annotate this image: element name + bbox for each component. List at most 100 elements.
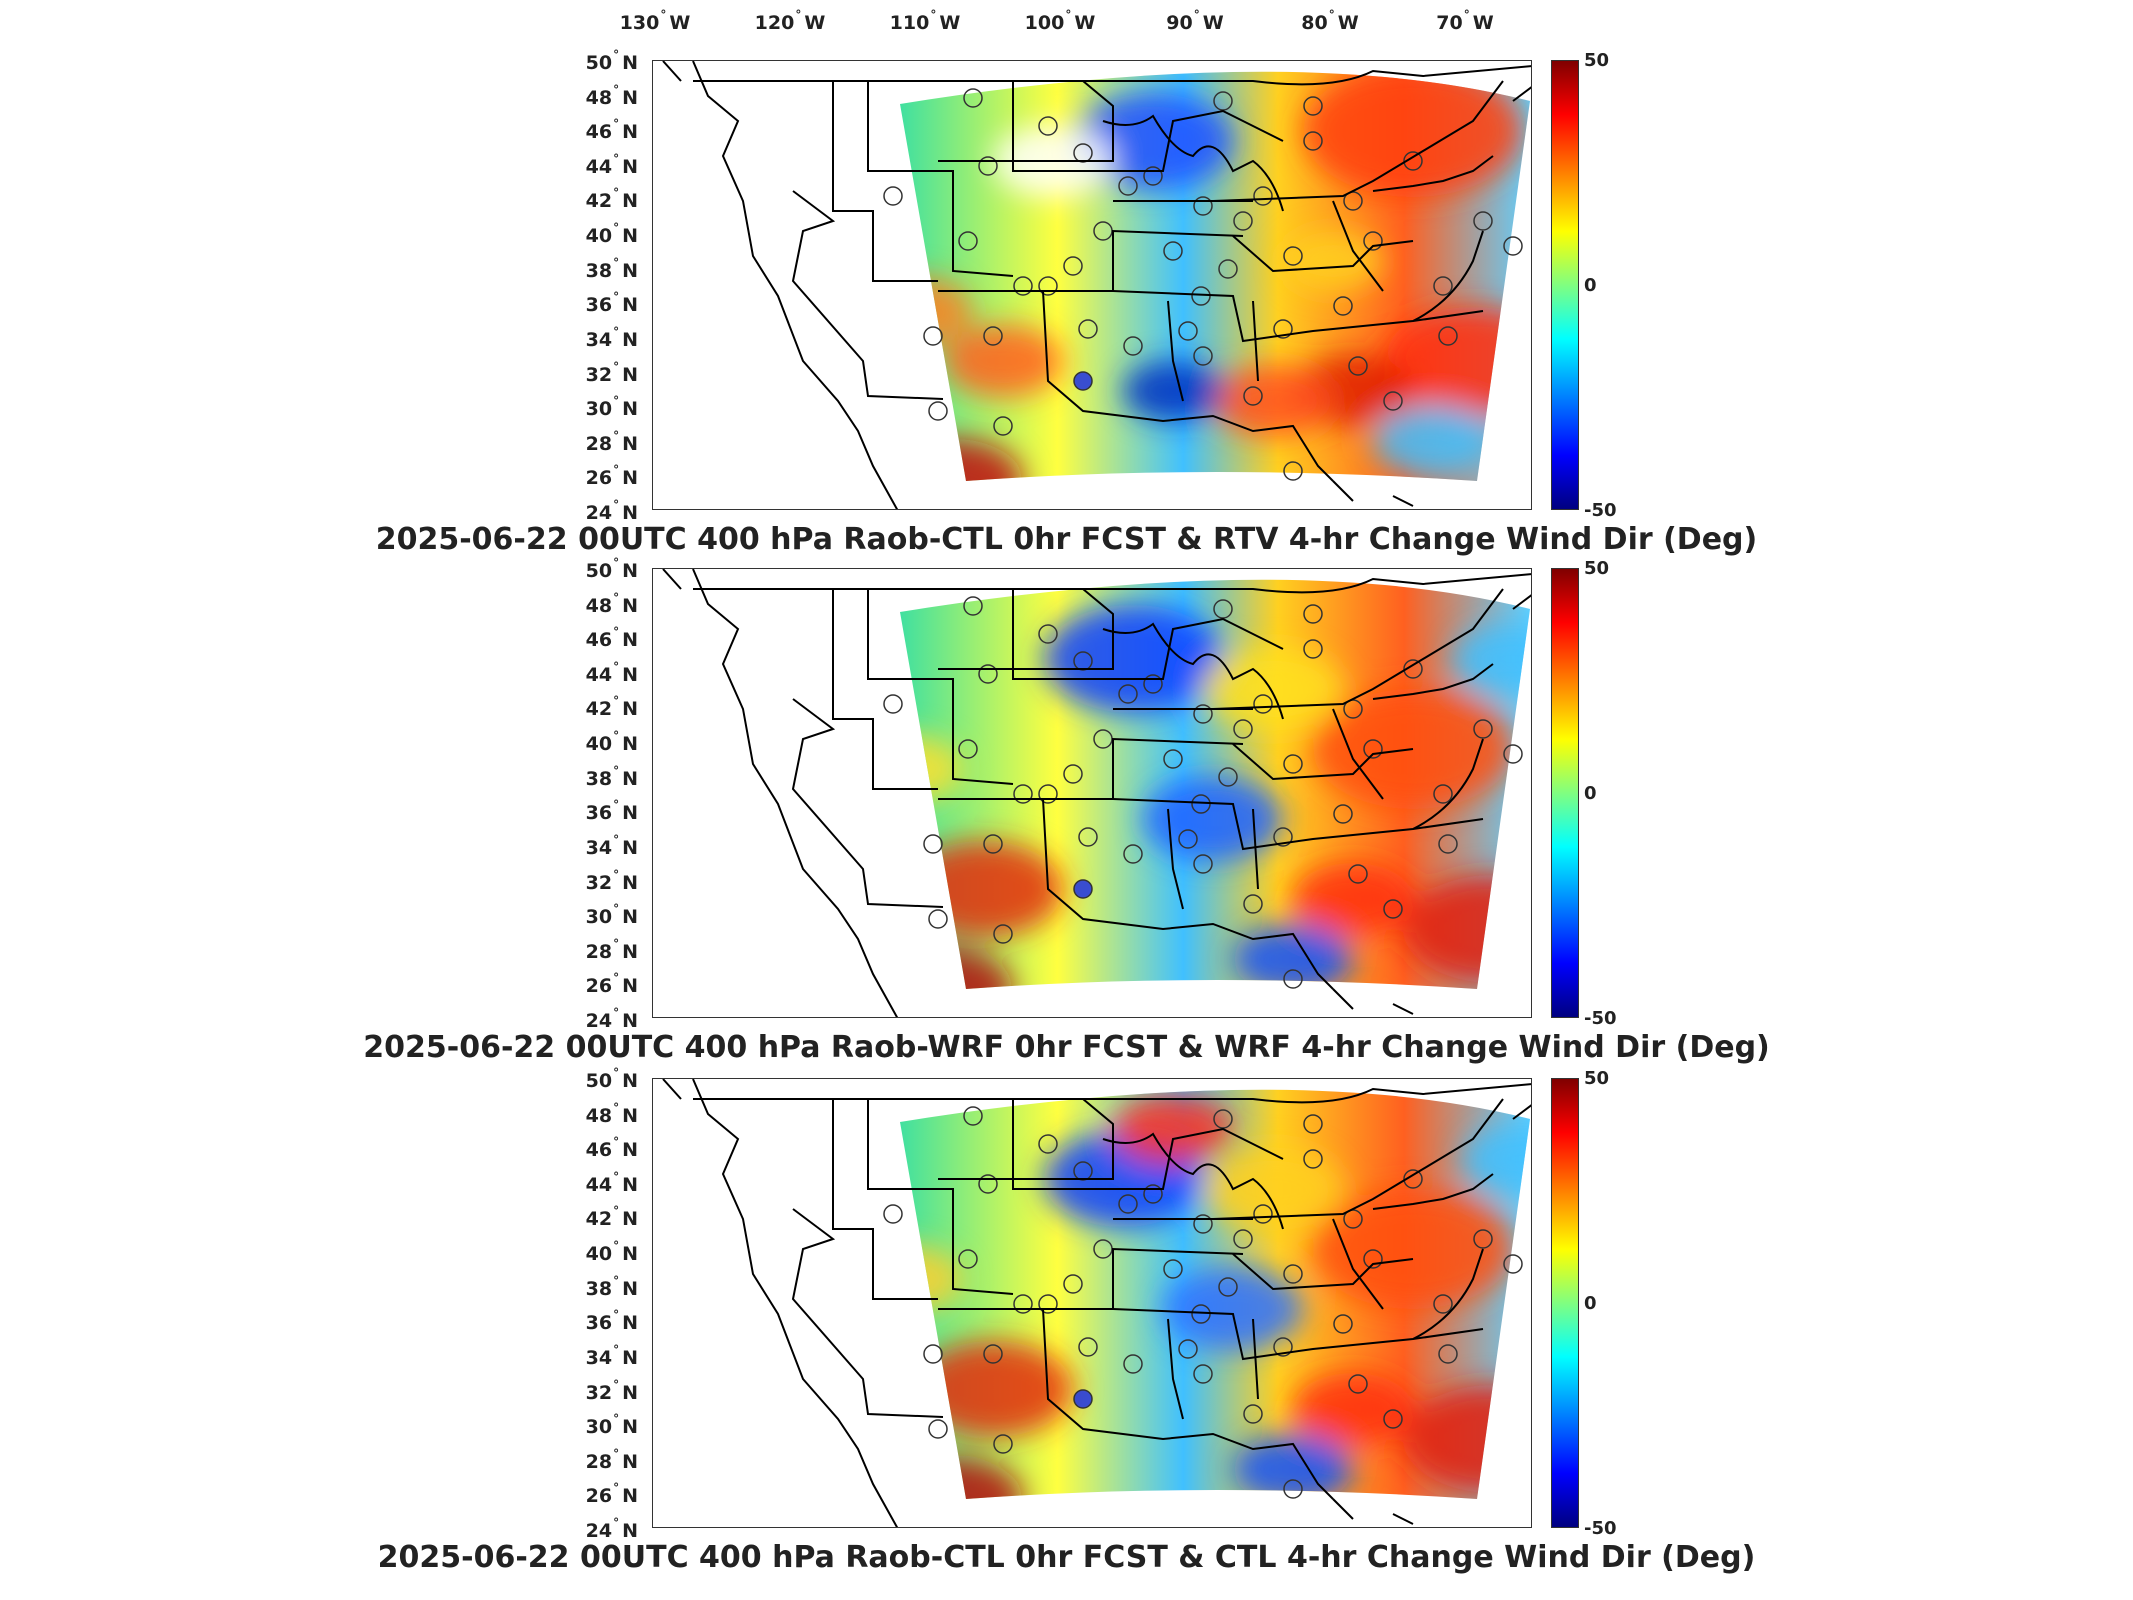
colorbar-max-label: 50 <box>1584 50 1610 71</box>
lat-label: 46° N <box>585 625 638 652</box>
field-patch <box>1203 647 1343 731</box>
lat-label: 48° N <box>585 1100 638 1127</box>
wind-direction-map <box>652 568 1532 1018</box>
station-marker <box>1038 1294 1058 1314</box>
lat-label: 28° N <box>585 1446 638 1473</box>
station-marker <box>1273 1337 1293 1357</box>
field-patch <box>1043 605 1223 713</box>
map-panel: 50° N 48° N 46° N 44° N 42° N 40° N 38° N 36° N 34° N 32° N… <box>0 556 2133 1068</box>
station-marker <box>1063 764 1083 784</box>
station-marker <box>1303 1114 1323 1134</box>
station-marker <box>1218 767 1238 787</box>
field-patch <box>900 275 973 347</box>
station-marker <box>1503 744 1523 764</box>
field-patch <box>1283 231 1383 291</box>
station-marker <box>1163 241 1183 261</box>
colorbar-max-label: 50 <box>1584 558 1610 579</box>
lat-label: 44° N <box>585 151 638 178</box>
lat-label: 46° N <box>585 1135 638 1162</box>
panel-title: 2025-06-22 00UTC 400 hPa Raob-WRF 0hr FC… <box>363 1030 1770 1065</box>
field-patch <box>1123 361 1223 421</box>
lat-label: 26° N <box>585 463 638 490</box>
lon-label: 100° W <box>1024 8 1096 34</box>
station-marker <box>1233 211 1253 231</box>
station-marker <box>1178 1339 1198 1359</box>
lat-label: 40° N <box>585 221 638 248</box>
station-marker <box>1303 96 1323 116</box>
field-patch <box>1233 923 1353 989</box>
colorbar <box>1551 568 1579 1018</box>
lat-label: 42° N <box>585 1204 638 1231</box>
colorbar-mid-label: 0 <box>1584 275 1597 296</box>
station-marker <box>1233 1229 1253 1249</box>
field-patch <box>1203 1147 1343 1231</box>
station-marker <box>928 909 948 929</box>
station-marker <box>1363 231 1383 251</box>
station-marker <box>1143 674 1163 694</box>
station-marker <box>978 664 998 684</box>
station-marker <box>1303 131 1323 151</box>
station-marker <box>883 1204 903 1224</box>
lat-label: 28° N <box>585 936 638 963</box>
station-marker <box>1438 834 1458 854</box>
lon-label: 80° W <box>1301 8 1359 34</box>
lat-label: 32° N <box>585 867 638 894</box>
field-patch <box>1463 1123 1530 1195</box>
field-patch <box>913 1341 1073 1437</box>
station-marker <box>1038 1134 1058 1154</box>
station-marker <box>1118 176 1138 196</box>
station-marker <box>978 156 998 176</box>
station-marker <box>1063 256 1083 276</box>
station-marker <box>1243 894 1263 914</box>
station-marker <box>1283 246 1303 266</box>
station-marker <box>1473 211 1493 231</box>
lon-label: 120° W <box>754 8 826 34</box>
lat-label: 36° N <box>585 798 638 825</box>
station-marker <box>1273 319 1293 339</box>
station-marker <box>1193 196 1213 216</box>
map-panel: 50° N 48° N 46° N 44° N 42° N 40° N 38° N 36° N 34° N 32° N… <box>0 1066 2133 1578</box>
station-marker <box>1403 1169 1423 1189</box>
lat-label: 42° N <box>585 186 638 213</box>
lat-label: 48° N <box>585 590 638 617</box>
coastlines-and-borders <box>662 61 1531 509</box>
lat-label: 44° N <box>585 659 638 686</box>
colorbar-min-label: -50 <box>1584 1518 1617 1539</box>
lat-label: 50° N <box>585 556 638 582</box>
station-marker <box>923 1344 943 1364</box>
lon-label: 90° W <box>1166 8 1224 34</box>
station-marker <box>1013 1294 1033 1314</box>
lat-label: 30° N <box>585 902 638 929</box>
station-marker <box>1283 754 1303 774</box>
station-marker <box>923 834 943 854</box>
lat-label: 44° N <box>585 1169 638 1196</box>
station-marker <box>1073 1389 1093 1409</box>
field-patch <box>1143 777 1283 861</box>
lat-label: 42° N <box>585 694 638 721</box>
station-marker <box>958 1249 978 1269</box>
lat-label: 34° N <box>585 1342 638 1369</box>
field-patch <box>1453 623 1530 695</box>
lat-label: 34° N <box>585 324 638 351</box>
coastlines-and-borders <box>662 569 1531 1017</box>
station-marker <box>1078 1337 1098 1357</box>
lat-label: 38° N <box>585 255 638 282</box>
station-marker <box>923 326 943 346</box>
station-marker <box>1438 1344 1458 1364</box>
station-marker <box>963 88 983 108</box>
field-patch <box>1113 1093 1233 1165</box>
station-marker <box>1363 739 1383 759</box>
field-patch <box>1233 1433 1353 1499</box>
field-patch <box>903 841 1063 937</box>
station-marker <box>928 401 948 421</box>
lon-label: 110° W <box>889 8 961 34</box>
lat-label: 30° N <box>585 1412 638 1439</box>
station-marker <box>1163 1259 1183 1279</box>
station-marker <box>1038 624 1058 644</box>
raob-stations <box>883 596 1523 989</box>
station-marker <box>1283 1479 1303 1499</box>
lat-label: 24° N <box>585 1006 638 1032</box>
field-patch <box>1293 863 1413 935</box>
station-marker <box>1178 829 1198 849</box>
field-patch <box>900 1243 963 1315</box>
